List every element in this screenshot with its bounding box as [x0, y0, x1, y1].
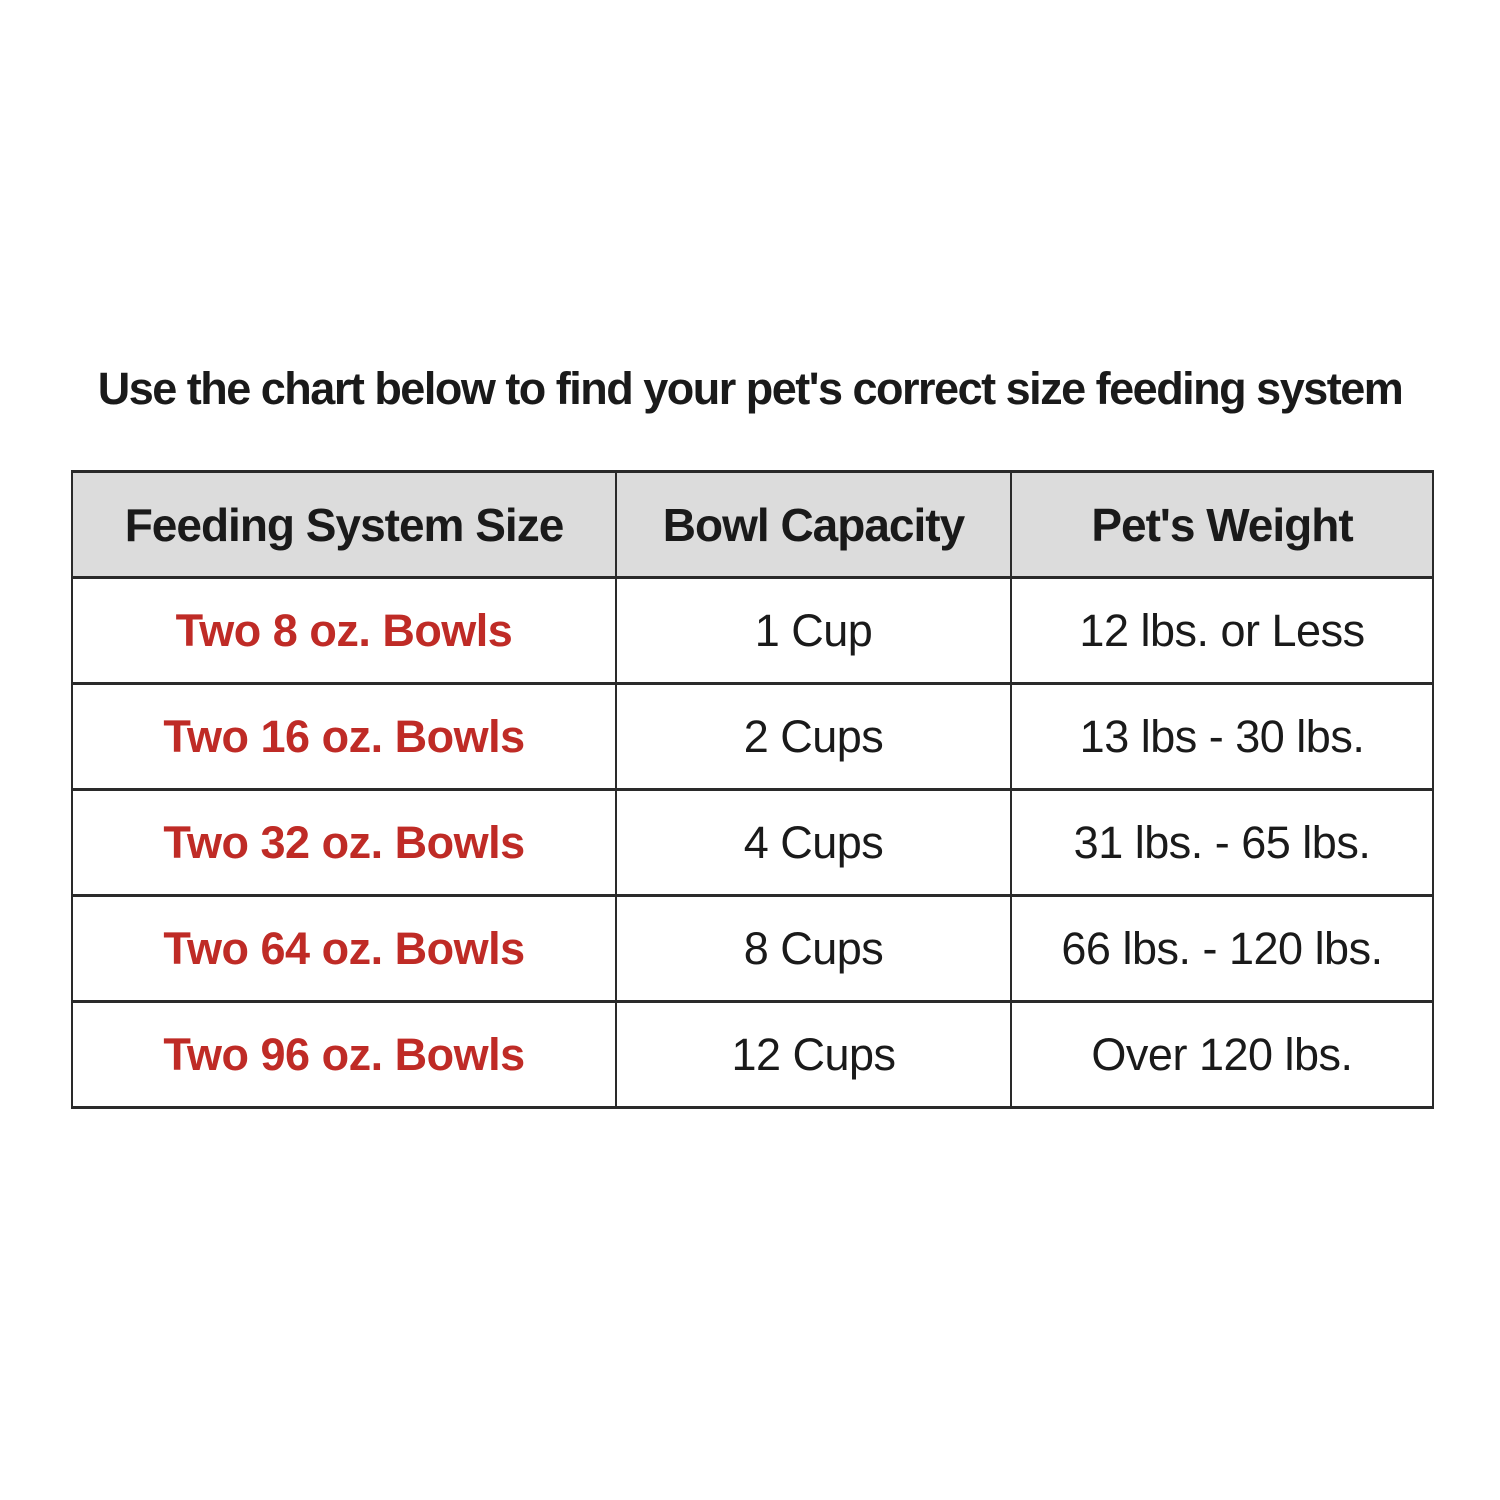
table-row: Two 32 oz. Bowls 4 Cups 31 lbs. - 65 lbs… [71, 788, 1434, 897]
size-cell: Two 16 oz. Bowls [71, 682, 617, 791]
capacity-cell: 8 Cups [615, 894, 1012, 1003]
column-header-pets-weight: Pet's Weight [1010, 470, 1434, 579]
table-row: Two 8 oz. Bowls 1 Cup 12 lbs. or Less [71, 576, 1434, 685]
table-row: Two 16 oz. Bowls 2 Cups 13 lbs - 30 lbs. [71, 682, 1434, 791]
table-row: Two 96 oz. Bowls 12 Cups Over 120 lbs. [71, 1000, 1434, 1109]
size-cell: Two 32 oz. Bowls [71, 788, 617, 897]
chart-title: Use the chart below to find your pet's c… [97, 363, 1404, 414]
capacity-cell: 4 Cups [615, 788, 1012, 897]
weight-cell: 31 lbs. - 65 lbs. [1010, 788, 1434, 897]
capacity-cell: 2 Cups [615, 682, 1012, 791]
capacity-cell: 12 Cups [615, 1000, 1012, 1109]
capacity-cell: 1 Cup [615, 576, 1012, 685]
size-cell: Two 8 oz. Bowls [71, 576, 617, 685]
weight-cell: 66 lbs. - 120 lbs. [1010, 894, 1434, 1003]
table-row: Two 64 oz. Bowls 8 Cups 66 lbs. - 120 lb… [71, 894, 1434, 1003]
size-cell: Two 96 oz. Bowls [71, 1000, 617, 1109]
size-cell: Two 64 oz. Bowls [71, 894, 617, 1003]
weight-cell: Over 120 lbs. [1010, 1000, 1434, 1109]
weight-cell: 12 lbs. or Less [1010, 576, 1434, 685]
weight-cell: 13 lbs - 30 lbs. [1010, 682, 1434, 791]
feeding-size-table: Feeding System Size Bowl Capacity Pet's … [71, 470, 1434, 1109]
column-header-bowl-capacity: Bowl Capacity [615, 470, 1012, 579]
column-header-feeding-system-size: Feeding System Size [71, 470, 617, 579]
table-header-row: Feeding System Size Bowl Capacity Pet's … [71, 470, 1434, 579]
